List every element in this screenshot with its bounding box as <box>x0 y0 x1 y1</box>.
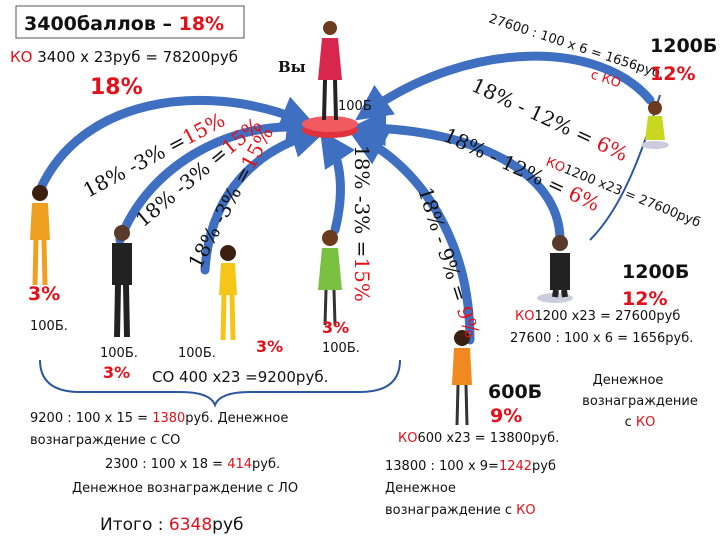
text-part: 3400 х 23руб = 78200руб <box>32 48 238 66</box>
text-part: 18% <box>179 13 224 35</box>
text-part: КО <box>516 503 535 518</box>
member-points: 100Б. <box>100 346 138 361</box>
text-part: Итого : <box>100 515 169 535</box>
points: 600Б <box>488 381 542 403</box>
text-part: 1200 х23 = 27600руб <box>534 309 680 324</box>
member-percent: 3% <box>28 283 60 305</box>
line: 9200 : 100 x 15 = 1380руб. Денежное <box>30 411 288 426</box>
text-part: вознаграждение с <box>385 503 516 518</box>
text-part: КО <box>10 48 32 66</box>
you-points: 100Б <box>338 99 372 114</box>
text-part: руб. Денежное <box>185 411 288 426</box>
so-calc: СО 400 х23 =9200руб. <box>152 368 328 386</box>
reward: с КО <box>625 415 656 430</box>
text-part: 2300 : 100 x 18 = <box>105 457 227 472</box>
arrows <box>35 51 661 408</box>
arrow-label: 27600 : 100 x 6 = 1656руб. <box>487 12 666 83</box>
text-part: 15% <box>350 257 374 301</box>
points: 1200Б <box>650 35 717 57</box>
arrow-label: 18% - 9% = 9% <box>413 184 484 341</box>
ko1200-calc: КО1200 х23 = 27600руб <box>515 309 680 324</box>
you-label: Вы <box>278 58 306 76</box>
text-part: КО <box>636 415 655 430</box>
total: Итого : 6348руб <box>100 515 244 535</box>
text-part: 18% -3% = <box>350 145 374 257</box>
text-part: 9200 : 100 x 15 = <box>30 411 152 426</box>
member-percent: 3% <box>256 337 283 356</box>
member-points: 100Б. <box>322 341 360 356</box>
text-part: 6348 <box>169 515 212 535</box>
ko600-calc: КО600 х23 = 13800руб. <box>398 431 559 446</box>
percent: 12% <box>622 288 667 310</box>
line: вознаграждение с КО <box>385 503 536 518</box>
member-percent: 3% <box>322 318 349 337</box>
text-part: 13800 : 100 x 9= <box>385 459 499 474</box>
title: 3400баллов – 18% <box>24 13 224 35</box>
text-part: КО <box>544 155 568 176</box>
ko1200-calc2: 27600 : 100 х 6 = 1656руб. <box>510 331 693 346</box>
reward: Денежное <box>593 373 664 388</box>
reward: вознаграждение <box>582 394 698 409</box>
text-part: 1380 <box>152 411 185 426</box>
text-part: КО <box>398 431 417 446</box>
text-part: руб. <box>252 457 280 472</box>
points: 1200Б <box>622 261 689 283</box>
member-percent: 3% <box>103 363 130 382</box>
line: 13800 : 100 x 9=1242руб <box>385 459 556 474</box>
line: Денежное <box>385 481 456 496</box>
line: Денежное вознаграждение с ЛО <box>72 481 298 496</box>
member-points: 100Б. <box>178 346 216 361</box>
text-part: КО <box>515 309 534 324</box>
text-part: 414 <box>227 457 252 472</box>
member-points: 100Б. <box>30 319 68 334</box>
text-part: 27600 : 100 x 6 = 1656руб. <box>487 12 666 83</box>
title-box <box>15 5 245 39</box>
own-percent: 18% <box>90 75 143 100</box>
text-part: руб <box>532 459 556 474</box>
arrow-label: 18% -3% =15% <box>350 145 374 302</box>
people <box>30 21 665 426</box>
own-calc: КО 3400 х 23руб = 78200руб <box>10 48 238 66</box>
text-part: 3400баллов – <box>24 13 179 35</box>
text-part: 600 х23 = 13800руб. <box>417 431 559 446</box>
percent: 9% <box>490 405 522 427</box>
text-part: руб <box>212 515 243 535</box>
text-part: 18% - 9% = <box>413 184 474 310</box>
text-part: с <box>625 415 636 430</box>
line: 2300 : 100 x 18 = 414руб. <box>105 457 280 472</box>
percent: 12% <box>650 63 695 85</box>
left-block: 9200 : 100 x 15 = 1380руб. Денежное возн… <box>30 411 298 535</box>
text-part: 1242 <box>499 459 532 474</box>
line: вознаграждение с СО <box>30 433 180 448</box>
